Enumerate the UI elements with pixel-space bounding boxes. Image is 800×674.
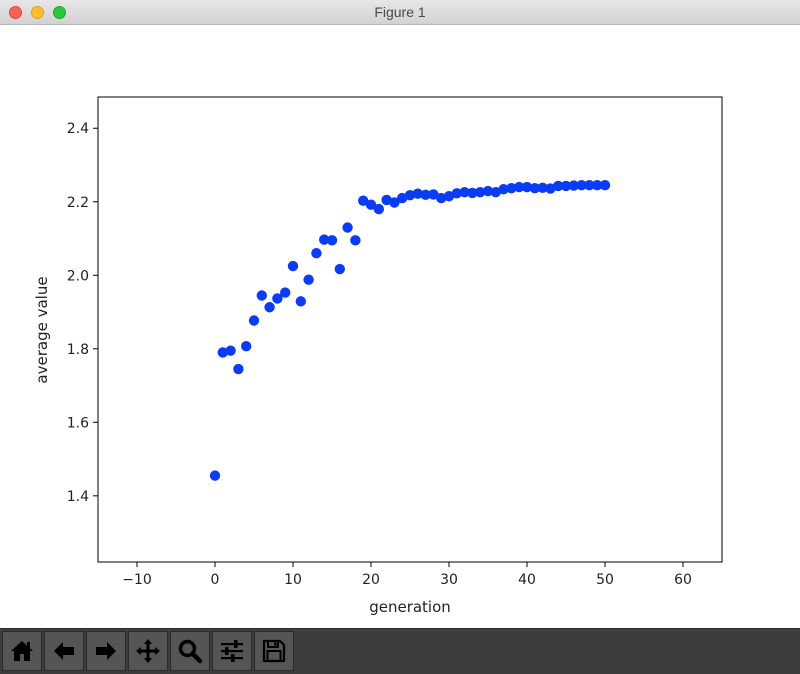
data-point: [560, 180, 572, 192]
y-tick-label: 1.4: [67, 489, 89, 505]
data-point: [217, 347, 228, 358]
y-axis-ticks: 1.4 1.6 1.8 2.0 2.2 2.4: [67, 121, 98, 505]
x-axis-ticks: −10 0 10 20 30 40 50 60: [122, 562, 692, 588]
sliders-icon: [221, 640, 243, 662]
data-point: [514, 181, 525, 193]
data-point: [467, 187, 478, 199]
data-point: [451, 188, 462, 199]
data-point: [256, 290, 267, 301]
data-point: [342, 222, 353, 233]
y-tick-label: 1.6: [67, 415, 89, 431]
x-tick-label: 50: [596, 572, 614, 588]
arrow-right-icon: [96, 642, 116, 660]
data-point: [475, 187, 486, 198]
magnifier-icon: [178, 639, 203, 664]
move-icon: [136, 639, 160, 663]
save-button[interactable]: [254, 631, 294, 671]
data-point: [248, 315, 260, 326]
data-point: [303, 274, 314, 285]
data-point: [490, 187, 501, 198]
data-point: [241, 341, 252, 352]
home-icon: [11, 641, 33, 661]
maximize-window-button[interactable]: [53, 6, 66, 19]
data-point: [295, 296, 306, 307]
x-tick-label: 30: [440, 572, 458, 588]
data-point: [397, 192, 408, 204]
data-point: [529, 182, 540, 194]
data-point: [233, 363, 244, 375]
forward-button[interactable]: [86, 631, 126, 671]
data-point: [537, 182, 548, 193]
minimize-window-button[interactable]: [31, 6, 44, 19]
y-tick-label: 2.2: [67, 195, 89, 211]
data-point: [482, 185, 494, 197]
arrow-left-icon: [54, 642, 74, 660]
zoom-button[interactable]: [170, 631, 210, 671]
window-titlebar: Figure 1: [0, 0, 800, 25]
data-point: [373, 203, 384, 215]
data-point: [443, 191, 455, 202]
data-point: [459, 187, 470, 198]
y-axis-label: average value: [33, 276, 51, 383]
data-point: [436, 192, 447, 204]
data-point: [584, 180, 595, 191]
data-point: [358, 195, 369, 206]
data-point: [272, 293, 283, 304]
data-point: [576, 180, 587, 191]
floppy-disk-icon: [262, 639, 286, 663]
data-point: [350, 235, 361, 246]
data-point: [311, 248, 322, 259]
data-point: [545, 183, 556, 194]
back-button[interactable]: [44, 631, 84, 671]
data-point: [319, 234, 330, 245]
data-point: [568, 180, 579, 191]
data-point: [599, 180, 611, 191]
configure-subplots-button[interactable]: [212, 631, 252, 671]
data-point: [287, 260, 299, 272]
x-tick-label: 0: [211, 572, 220, 588]
scatter-points: [209, 180, 611, 481]
data-point: [389, 197, 400, 208]
data-point: [498, 184, 509, 195]
axes-frame: [97, 96, 723, 563]
data-point: [420, 189, 431, 200]
data-point: [428, 189, 439, 200]
y-tick-label: 2.0: [67, 268, 89, 284]
data-point: [365, 199, 377, 210]
data-point: [412, 188, 423, 199]
navigation-toolbar: [0, 628, 800, 674]
home-button[interactable]: [2, 631, 42, 671]
data-point: [521, 181, 533, 193]
x-tick-label: 60: [674, 572, 692, 588]
data-point: [506, 182, 517, 194]
pan-button[interactable]: [128, 631, 168, 671]
close-window-button[interactable]: [9, 6, 22, 19]
data-point: [592, 180, 603, 191]
data-point: [326, 235, 338, 246]
x-tick-label: −10: [122, 572, 152, 588]
x-axis-label: generation: [369, 598, 451, 616]
plot-area: [98, 97, 722, 562]
y-tick-label: 2.4: [67, 121, 89, 137]
figure-canvas[interactable]: −10 0 10 20 30 40 50 60 1.4 1.6 1.8 2.0 2.2 2.4 gene…: [0, 25, 800, 628]
data-point: [381, 194, 392, 206]
y-tick-label: 1.8: [67, 342, 89, 358]
data-point: [225, 345, 236, 356]
x-tick-label: 20: [362, 572, 380, 588]
data-point: [209, 470, 221, 481]
data-point: [280, 287, 291, 298]
data-point: [334, 263, 345, 275]
data-point: [264, 302, 275, 313]
data-point: [553, 180, 564, 192]
data-point: [404, 189, 416, 201]
window-title: Figure 1: [374, 4, 426, 20]
x-tick-label: 10: [284, 572, 302, 588]
x-tick-label: 40: [518, 572, 536, 588]
